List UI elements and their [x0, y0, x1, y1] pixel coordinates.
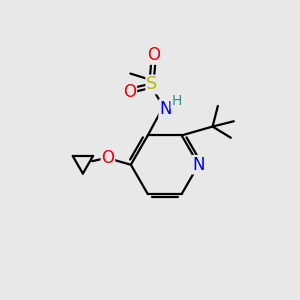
Text: S: S	[146, 76, 158, 94]
Text: O: O	[123, 83, 136, 101]
Text: O: O	[101, 149, 114, 167]
Text: N: N	[159, 100, 172, 118]
Text: O: O	[147, 46, 160, 64]
Text: H: H	[171, 94, 182, 108]
Text: N: N	[192, 156, 205, 174]
